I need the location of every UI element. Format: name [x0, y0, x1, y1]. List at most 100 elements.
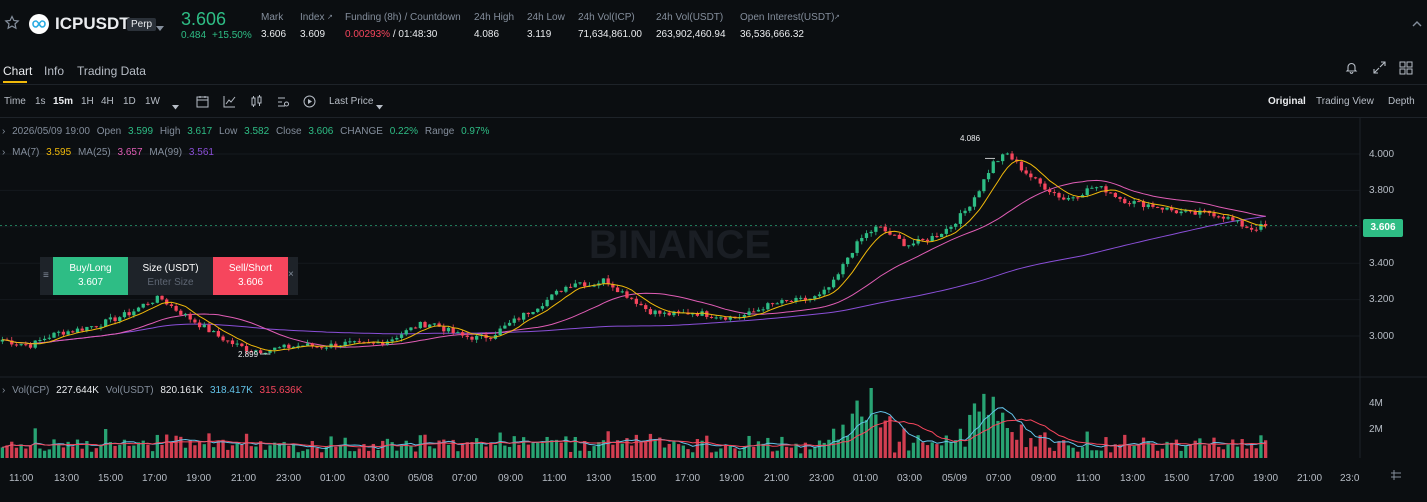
collapse-header-icon[interactable] — [1412, 18, 1422, 32]
time-tick: 23:00 — [809, 473, 835, 484]
sell-short-button[interactable]: Sell/Short 3.606 — [213, 257, 288, 295]
interval-1w[interactable]: 1W — [145, 96, 160, 107]
time-tick: 21:00 — [1297, 473, 1323, 484]
tab-trading-data[interactable]: Trading Data — [77, 64, 146, 78]
volume-bar — [653, 440, 657, 458]
volume-bar — [1137, 443, 1141, 458]
volume-bar — [324, 446, 329, 458]
volume-bar — [625, 438, 629, 458]
candle — [1141, 201, 1146, 208]
buy-long-price: 3.607 — [77, 277, 104, 288]
candle — [132, 311, 136, 316]
view-trading-view[interactable]: Trading View — [1316, 96, 1374, 107]
calendar-icon[interactable] — [196, 95, 209, 111]
buy-long-button[interactable]: Buy/Long 3.607 — [53, 257, 128, 295]
price-type-dropdown-icon[interactable] — [376, 99, 383, 113]
candle — [89, 326, 94, 328]
interval-15m[interactable]: 15m — [53, 96, 74, 107]
volume-bar — [742, 446, 747, 458]
volume-bar — [738, 450, 742, 458]
collapse-vol-icon[interactable]: › — [2, 385, 6, 396]
volume-bar — [925, 445, 930, 458]
candle — [108, 317, 113, 320]
candle — [531, 311, 535, 315]
ma25-label: MA(25) — [77, 147, 111, 158]
candle — [324, 347, 329, 349]
candle — [841, 264, 845, 275]
vol-usdt-value: 820.161K — [160, 385, 204, 396]
candle — [658, 310, 662, 314]
axis-settings-icon[interactable] — [1390, 469, 1402, 484]
candle — [0, 339, 4, 342]
volume-bar — [348, 451, 352, 458]
price-chart[interactable]: BINANCE — [0, 118, 1427, 502]
candle — [99, 326, 103, 328]
volume-bar — [367, 450, 371, 458]
vol-ma1-value: 318.417K — [209, 385, 253, 396]
volume-bar — [320, 452, 324, 458]
alert-bell-icon[interactable] — [1345, 61, 1358, 77]
interval-dropdown-icon[interactable] — [172, 99, 179, 113]
volume-bar — [254, 446, 258, 458]
candle — [944, 228, 948, 234]
candle — [545, 299, 549, 307]
volume-bar — [789, 447, 793, 458]
size-input[interactable]: Enter Size — [147, 277, 194, 288]
interval-1d[interactable]: 1D — [123, 96, 136, 107]
time-tick: 11:00 — [542, 473, 567, 484]
interval-1h[interactable]: 1H — [81, 96, 94, 107]
candle — [1062, 197, 1066, 200]
tab-chart[interactable]: Chart — [3, 64, 33, 78]
favorite-star-icon[interactable] — [4, 15, 20, 31]
candle — [1090, 187, 1094, 189]
volume-bar — [127, 445, 131, 458]
candle — [395, 337, 399, 340]
collapse-info-icon[interactable]: › — [2, 126, 6, 137]
candle — [794, 297, 798, 302]
interval-4h[interactable]: 4H — [101, 96, 114, 107]
candle — [24, 344, 28, 346]
volume-bar — [930, 442, 934, 458]
close-panel-icon[interactable]: × — [288, 269, 294, 280]
replay-icon[interactable] — [303, 95, 316, 111]
volume-bar — [1193, 440, 1197, 458]
collapse-ma-icon[interactable]: › — [2, 147, 6, 158]
interval-time[interactable]: Time — [4, 96, 26, 107]
price-type-select[interactable]: Last Price — [329, 96, 374, 107]
volume-bar — [479, 443, 484, 458]
candle — [465, 335, 469, 337]
interval-1s[interactable]: 1s — [35, 96, 46, 107]
drag-handle-icon[interactable]: ≡ — [43, 270, 49, 281]
volume-bar — [658, 437, 662, 458]
volume-bar — [1080, 447, 1085, 458]
volume-bar — [578, 450, 582, 458]
volume-bar — [1118, 444, 1122, 458]
volume-bar — [897, 441, 901, 458]
view-depth[interactable]: Depth — [1388, 96, 1415, 107]
index-label[interactable]: Index — [300, 12, 325, 23]
settings-icon[interactable] — [277, 95, 290, 111]
candle — [1217, 216, 1221, 218]
chart-type-icon[interactable] — [250, 95, 263, 111]
volume-bar — [1179, 450, 1183, 458]
volume-bar — [521, 437, 526, 458]
candle — [1052, 192, 1056, 194]
view-original[interactable]: Original — [1268, 96, 1306, 107]
candle — [456, 332, 460, 334]
volume-bar — [362, 444, 366, 458]
volume-bar — [813, 447, 817, 458]
candle — [165, 299, 169, 305]
candle — [475, 335, 479, 340]
layout-grid-icon[interactable] — [1399, 61, 1413, 78]
open-interest-label[interactable]: Open Interest(USDT) — [740, 12, 835, 23]
size-field[interactable]: Size (USDT) Enter Size — [128, 257, 213, 295]
fullscreen-icon[interactable] — [1373, 61, 1386, 77]
symbol-name[interactable]: ICPUSDT — [55, 14, 130, 33]
tab-info[interactable]: Info — [44, 64, 65, 78]
symbol-dropdown-icon[interactable] — [156, 21, 164, 35]
time-tick: 05/09 — [942, 473, 968, 484]
candle — [986, 173, 991, 180]
candle — [1029, 173, 1033, 178]
candle — [315, 346, 319, 348]
indicators-icon[interactable] — [223, 95, 236, 111]
